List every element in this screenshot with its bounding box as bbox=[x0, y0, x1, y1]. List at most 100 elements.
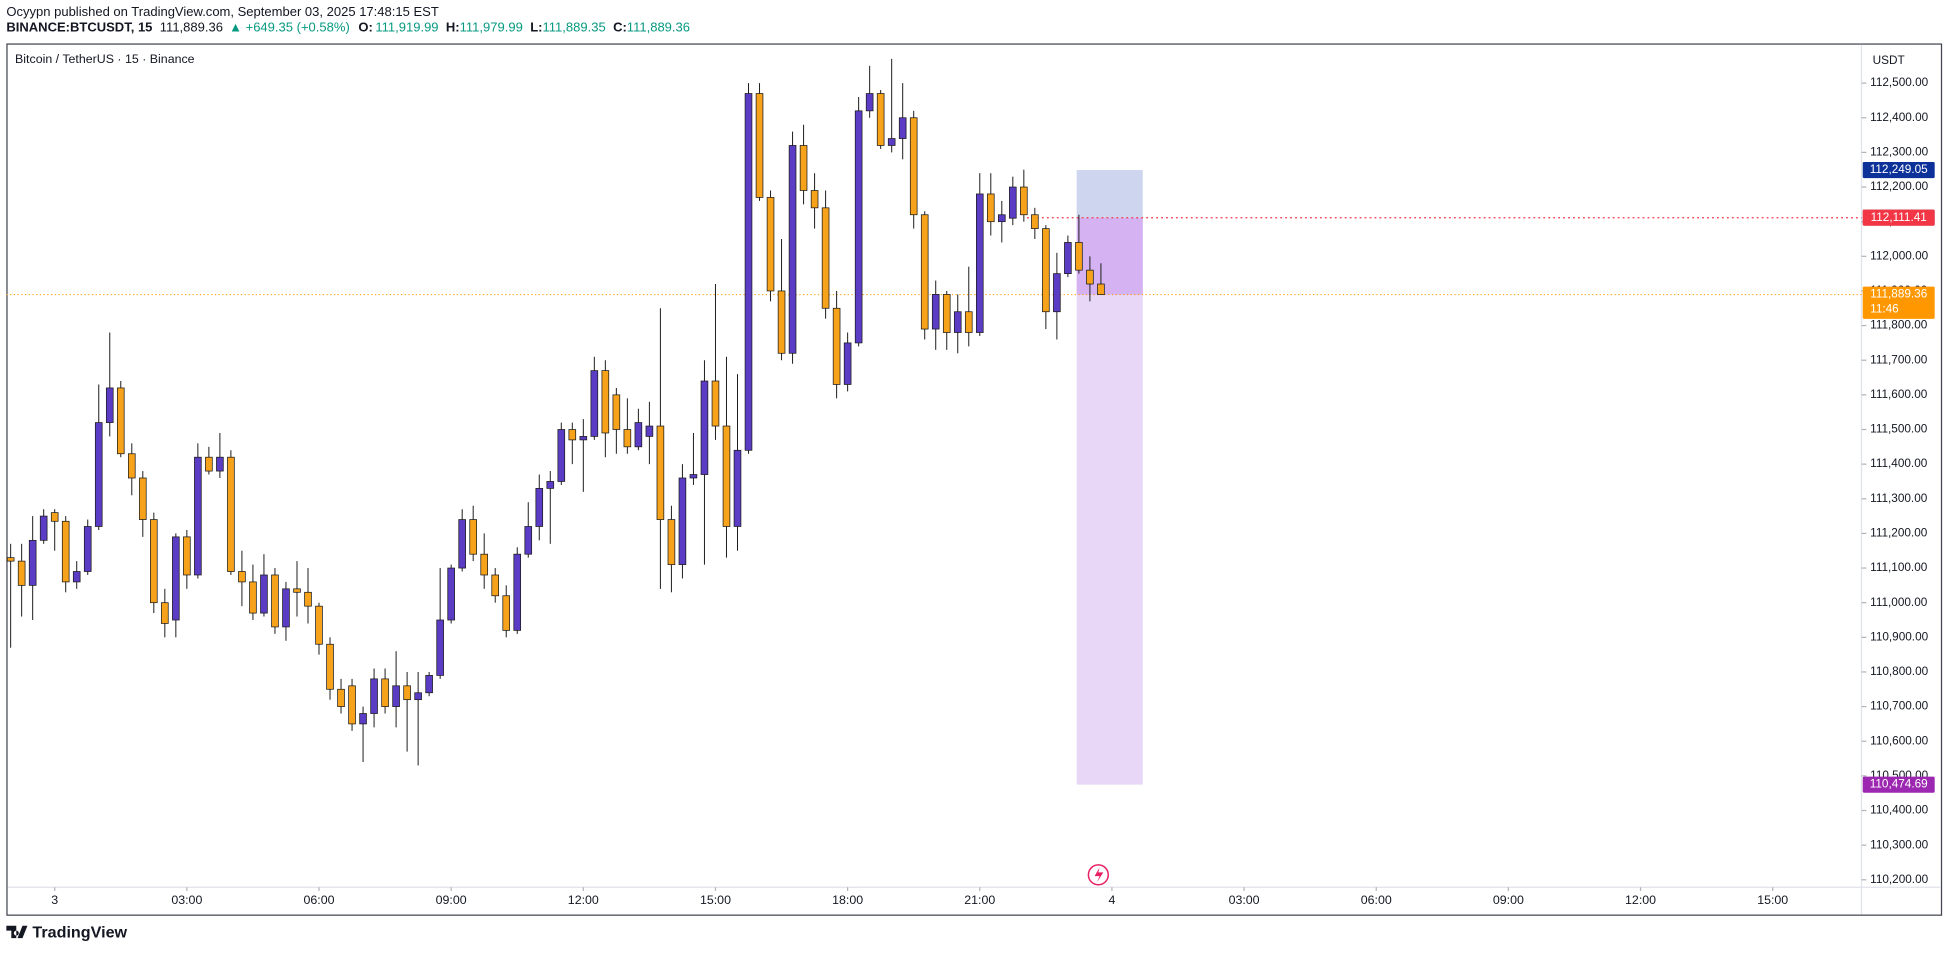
candle-body bbox=[480, 553, 488, 576]
symbol: BINANCE:BTCUSDT, 15 bbox=[6, 20, 152, 35]
candle-body bbox=[1086, 269, 1094, 285]
candle-body bbox=[469, 519, 477, 555]
candle-body bbox=[403, 685, 411, 701]
candle-body bbox=[337, 688, 345, 707]
candle-body bbox=[656, 425, 665, 520]
price-label: 112,111.41 bbox=[1871, 211, 1927, 224]
ohlc-value: 111,919.99 bbox=[375, 20, 438, 35]
candle-body bbox=[711, 380, 720, 427]
candle-body bbox=[744, 93, 753, 451]
x-tick-label: 18:00 bbox=[832, 893, 863, 907]
candle-body bbox=[381, 678, 389, 707]
candle-body bbox=[50, 512, 59, 522]
x-tick-label: 09:00 bbox=[436, 893, 467, 907]
x-tick-label: 12:00 bbox=[568, 893, 599, 907]
candle-body bbox=[524, 526, 533, 555]
candle-body bbox=[678, 477, 687, 565]
candle-body bbox=[612, 394, 621, 430]
candle-body bbox=[282, 588, 290, 628]
candle-body bbox=[83, 526, 92, 572]
x-tick-label: 12:00 bbox=[1625, 893, 1656, 907]
candle-body bbox=[920, 214, 929, 330]
icon-bolt bbox=[1094, 867, 1104, 883]
x-tick-label: 06:00 bbox=[303, 893, 334, 907]
candle-body bbox=[953, 311, 962, 333]
candle-body bbox=[854, 110, 863, 344]
candle-body bbox=[987, 193, 995, 223]
candle-body bbox=[183, 536, 191, 576]
icon-circle bbox=[1087, 864, 1110, 886]
candle-body bbox=[194, 456, 202, 576]
candle-body bbox=[315, 605, 323, 645]
candle-body bbox=[843, 342, 852, 385]
candle-body bbox=[502, 595, 511, 631]
candle-body bbox=[601, 370, 610, 434]
candle-body bbox=[1075, 242, 1083, 271]
candle-body bbox=[557, 429, 566, 482]
candle-body bbox=[216, 456, 224, 472]
price-label-bg bbox=[1862, 209, 1935, 226]
candle-body bbox=[733, 449, 742, 527]
candle-body bbox=[491, 574, 499, 597]
candle-body bbox=[931, 294, 940, 330]
candle-body bbox=[293, 588, 301, 593]
last-price: 111,889.36 bbox=[160, 20, 223, 35]
candle-body bbox=[94, 422, 103, 527]
price-label-bg bbox=[1862, 286, 1935, 319]
candle-body bbox=[667, 519, 676, 565]
symbol-line: BINANCE:BTCUSDT, 15 111,889.36 ▲ +649.35… bbox=[6, 20, 690, 35]
price-label-bg bbox=[1862, 161, 1935, 179]
y-tick-label: 111,700.00 bbox=[1870, 353, 1928, 366]
ohlc-key: H: bbox=[446, 20, 460, 35]
frame bbox=[6, 43, 1943, 916]
ohlc-key: O: bbox=[358, 20, 372, 35]
candle-body bbox=[1053, 273, 1061, 313]
candle-body bbox=[689, 474, 698, 479]
candle-body bbox=[766, 197, 775, 292]
candle-body bbox=[260, 574, 268, 614]
author-line: Ocyypn published on TradingView.com, Sep… bbox=[6, 4, 438, 19]
candle-body bbox=[942, 294, 951, 333]
y-tick-label: 111,600.00 bbox=[1870, 388, 1928, 401]
candle-body bbox=[249, 581, 257, 614]
candle-body bbox=[876, 93, 885, 146]
x-tick-label: 15:00 bbox=[700, 893, 731, 907]
candle-body bbox=[370, 678, 378, 714]
y-tick-label: 112,000.00 bbox=[1870, 249, 1928, 262]
candle-body bbox=[1009, 186, 1017, 219]
candle-body bbox=[568, 429, 577, 441]
candle-body bbox=[513, 553, 522, 631]
ohlc-value: 111,889.36 bbox=[627, 20, 690, 35]
candle-body bbox=[458, 519, 466, 569]
candle-body bbox=[788, 145, 797, 354]
logo: TradingView bbox=[6, 923, 128, 941]
y-tick-label: 111,100.00 bbox=[1870, 561, 1928, 574]
candle-body bbox=[700, 380, 709, 475]
candle-body bbox=[150, 519, 158, 604]
candle-body bbox=[139, 477, 147, 520]
candle-body bbox=[590, 370, 599, 437]
ohlc-key: C: bbox=[613, 20, 627, 35]
candle-body bbox=[865, 93, 874, 112]
x-tick-label: 3 bbox=[51, 893, 58, 907]
candle-body bbox=[238, 571, 246, 583]
candle-body bbox=[28, 539, 37, 586]
y-tick-label: 110,400.00 bbox=[1870, 804, 1928, 817]
y-tick-label: 111,200.00 bbox=[1870, 527, 1928, 540]
x-tick-label: 09:00 bbox=[1493, 893, 1524, 907]
candle-body bbox=[546, 481, 555, 489]
target-zone bbox=[1076, 170, 1143, 218]
candle-body bbox=[172, 536, 180, 621]
y-tick-label: 112,500.00 bbox=[1870, 76, 1928, 89]
y-tick-label: 110,300.00 bbox=[1870, 838, 1928, 851]
candle-body bbox=[326, 643, 334, 690]
candle-body bbox=[447, 567, 455, 621]
candle-body bbox=[887, 138, 896, 146]
y-tick-label: 111,800.00 bbox=[1870, 319, 1928, 332]
change: ▲ +649.35 (+0.58%) bbox=[229, 20, 350, 35]
ohlc-value: 111,889.35 bbox=[543, 20, 606, 35]
price-label: 112,249.05 bbox=[1870, 163, 1928, 176]
replay-icon[interactable] bbox=[1087, 864, 1110, 886]
